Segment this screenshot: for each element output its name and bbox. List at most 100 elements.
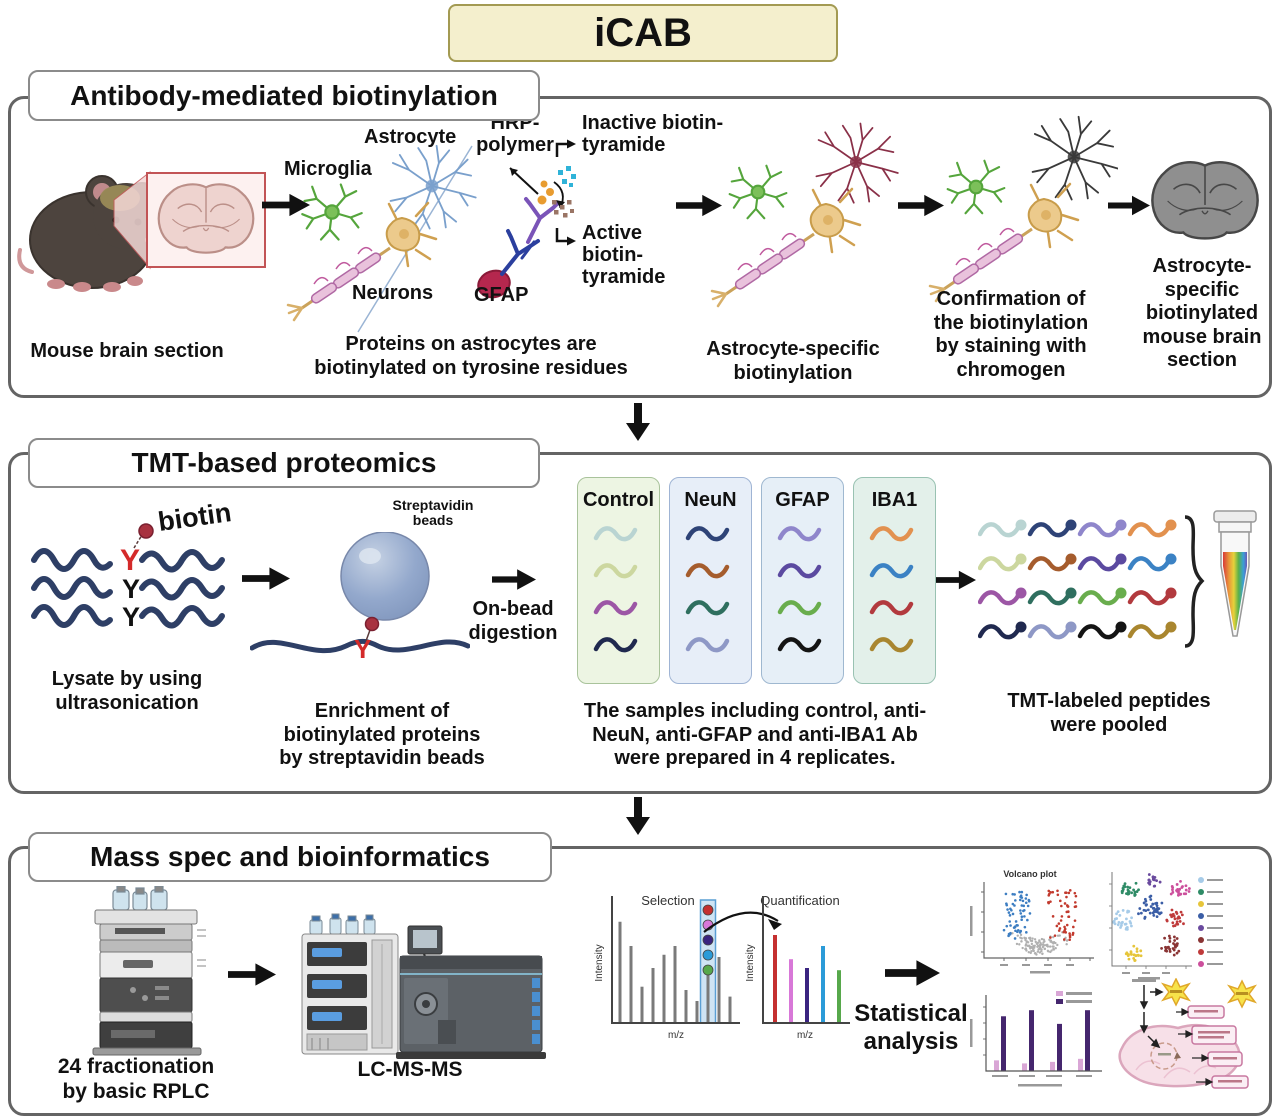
legend-dot-icon — [1198, 889, 1204, 895]
legend-label-placeholder — [1207, 902, 1223, 906]
label-astrocyte: Astrocyte — [364, 126, 457, 148]
caption-lysate: Lysate by using ultrasonication — [51, 668, 203, 714]
arrow-down-icon — [626, 403, 650, 441]
arrow-right-icon — [492, 569, 536, 590]
hplc-instrument — [92, 886, 206, 1056]
panel-proteomics-header: TMT-based proteomics — [28, 438, 540, 488]
selection-title: Selection — [641, 893, 695, 908]
svg-text:Y: Y — [120, 544, 140, 577]
statistics-bar-chart — [970, 991, 1102, 1087]
sample-column-gfap: GFAP — [761, 477, 844, 684]
caption-statistical-analysis: Statistical analysis — [854, 1000, 968, 1056]
curved-arrow-icon — [703, 911, 782, 933]
legend-dot-icon — [1198, 937, 1204, 943]
tsne-legend — [1198, 874, 1223, 970]
legend-label-placeholder — [1207, 914, 1223, 918]
caption-brain-section: Astrocyte- specific biotinylated mouse b… — [1142, 255, 1262, 372]
tsne-plot — [1109, 872, 1192, 980]
hrp-antibody-diagram — [477, 166, 576, 299]
cell-group-chromogen — [928, 115, 1118, 303]
tsne-legend-entry — [1198, 922, 1223, 934]
tsne-legend-entry — [1198, 910, 1223, 922]
sample-squiggles — [869, 526, 914, 653]
brain-section-pink — [157, 183, 255, 254]
sample-squiggles — [685, 526, 730, 653]
arrow-right-icon — [936, 570, 976, 590]
panel-massspec-header: Mass spec and bioinformatics — [28, 832, 552, 882]
volcano-title: Volcano plot — [1003, 869, 1057, 879]
caption-enrichment: Enrichment of biotinylated proteins by s… — [279, 700, 485, 770]
selection-xlabel: m/z — [668, 1030, 684, 1041]
svg-text:Y: Y — [354, 634, 371, 664]
legend-dot-icon — [1198, 877, 1204, 883]
label-neurons: Neurons — [352, 282, 434, 304]
label-on-bead-digestion: On-bead digestion — [468, 598, 558, 644]
legend-label-placeholder — [1207, 926, 1223, 930]
sample-column-label: NeuN — [684, 489, 737, 511]
elbow-arrow-down-icon — [555, 228, 576, 246]
label-inactive-biotin: Inactive biotin- tyramide — [582, 112, 724, 156]
elbow-arrow-up-icon — [555, 139, 576, 157]
sample-columns: Control NeuN GFAP IBA1 — [577, 477, 936, 684]
figure-title-text: iCAB — [594, 10, 692, 55]
svg-text:Y: Y — [122, 574, 140, 604]
legend-dot-icon — [1198, 925, 1204, 931]
svg-text:Y: Y — [122, 602, 140, 632]
sample-squiggles — [593, 526, 638, 653]
caption-proteins-biotinylated: Proteins on astrocytes are biotinylated … — [314, 333, 628, 379]
tsne-legend-entry — [1198, 898, 1223, 910]
legend-label-placeholder — [1207, 890, 1223, 894]
sample-column-label: Control — [582, 489, 655, 511]
volcano-plot — [970, 882, 1094, 974]
legend-dot-icon — [1198, 901, 1204, 907]
label-streptavidin-beads: Streptavidin beads — [392, 497, 474, 529]
quantification-xlabel: m/z — [797, 1030, 813, 1041]
pathway-diagram — [1118, 978, 1258, 1089]
sample-column-label: IBA1 — [871, 489, 918, 511]
label-microglia: Microglia — [284, 158, 372, 180]
lysate-proteins-illustration: Y Y Y — [31, 523, 225, 632]
tsne-legend-entry — [1198, 874, 1223, 886]
caption-mouse-brain: Mouse brain section — [30, 340, 224, 362]
cell-group-biotinylation — [286, 144, 477, 333]
quantification-spectrum-chart: Intensity m/z — [745, 896, 850, 1041]
arrow-right-icon — [228, 963, 276, 986]
legend-dot-icon — [1198, 961, 1204, 967]
quantification-ylabel: Intensity — [745, 944, 756, 981]
legend-dot-icon — [1198, 913, 1204, 919]
pooled-tube-icon — [1213, 510, 1257, 637]
panel-biotinylation-header: Antibody-mediated biotinylation — [28, 70, 540, 121]
tsne-legend-entry — [1198, 886, 1223, 898]
panel-biotinylation-header-text: Antibody-mediated biotinylation — [70, 79, 498, 111]
legend-label-placeholder — [1207, 950, 1223, 954]
streptavidin-bead-illustration: Y — [250, 532, 470, 664]
caption-confirmation: Confirmation of the biotinylation by sta… — [933, 288, 1089, 381]
caption-lcms: LC-MS-MS — [357, 1058, 463, 1081]
tmt-peptides-grid — [978, 519, 1177, 640]
sample-squiggles — [777, 526, 822, 653]
panel-proteomics-header-text: TMT-based proteomics — [131, 447, 437, 478]
caption-astro-specific: Astrocyte-specific biotinylation — [706, 338, 880, 384]
arrow-down-icon — [626, 797, 650, 835]
label-active-biotin: Active biotin- tyramide — [582, 222, 666, 288]
tsne-legend-entry — [1198, 934, 1223, 946]
caption-samples: The samples including control, anti- Neu… — [583, 700, 927, 770]
brain-inset-box — [146, 172, 266, 268]
sample-column-label: GFAP — [775, 489, 830, 511]
sample-column-neun: NeuN — [669, 477, 752, 684]
arrow-right-icon — [1108, 195, 1150, 216]
tsne-legend-entry — [1198, 946, 1223, 958]
brain-section-gray — [1151, 161, 1259, 240]
label-gfap: GFAP — [474, 284, 529, 306]
selection-spectrum-chart: Intensity m/z — [594, 896, 740, 1041]
caption-rplc: 24 fractionation by basic RPLC — [57, 1055, 215, 1103]
quantification-title: Quantification — [760, 893, 840, 908]
cell-group-astro-specific — [710, 122, 899, 308]
sample-column-iba1: IBA1 — [853, 477, 936, 684]
sample-column-control: Control — [577, 477, 660, 684]
caption-pooled: TMT-labeled peptides were pooled — [1007, 690, 1211, 736]
legend-label-placeholder — [1207, 878, 1223, 882]
tsne-legend-entry — [1198, 958, 1223, 970]
selection-ylabel: Intensity — [594, 944, 605, 981]
